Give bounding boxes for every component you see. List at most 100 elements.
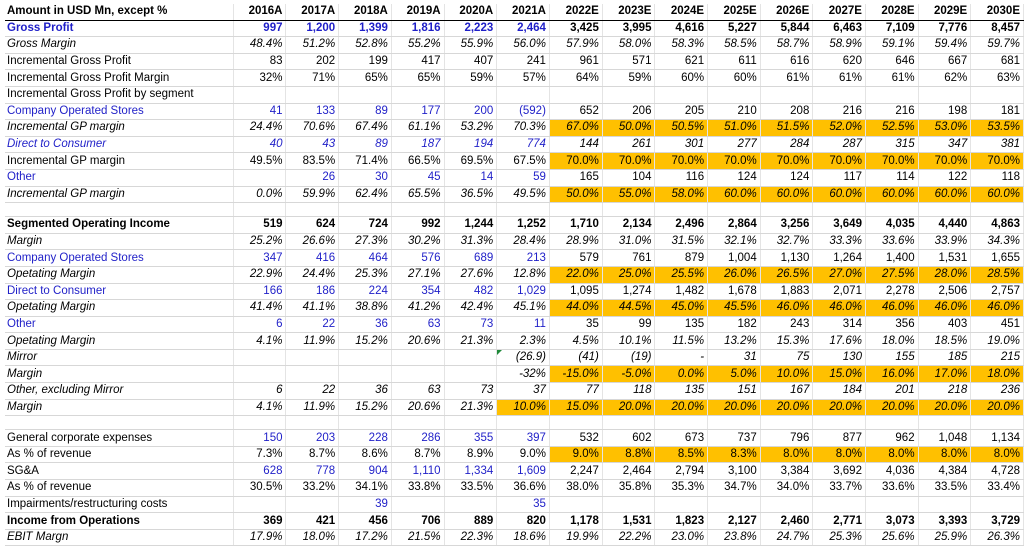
row-label[interactable]: Other (5, 169, 234, 187)
cell[interactable]: 2,464 (496, 20, 550, 38)
cell[interactable] (602, 202, 656, 218)
cell[interactable]: - (654, 349, 709, 367)
cell[interactable]: 46.0% (970, 299, 1024, 317)
cell[interactable]: 20.0% (707, 399, 761, 417)
cell[interactable]: 75 (760, 349, 814, 367)
cell[interactable]: 30 (338, 169, 392, 187)
cell[interactable]: 26 (285, 169, 340, 187)
cell[interactable]: 1,400 (865, 249, 919, 267)
cell[interactable] (707, 496, 761, 514)
cell[interactable]: 879 (654, 249, 709, 267)
cell[interactable]: 3,649 (812, 216, 866, 234)
cell[interactable]: 70.0% (970, 152, 1024, 170)
cell[interactable] (391, 415, 445, 431)
cell[interactable]: 28.0% (918, 266, 972, 284)
cell[interactable]: 737 (707, 429, 761, 447)
cell[interactable]: 4,036 (865, 462, 919, 481)
cell[interactable]: 20.0% (602, 399, 656, 417)
cell[interactable] (338, 349, 392, 367)
cell[interactable]: 30.5% (233, 479, 287, 497)
cell[interactable]: 215 (970, 349, 1024, 367)
cell[interactable]: 2,127 (707, 512, 761, 530)
cell[interactable]: 70.0% (865, 152, 919, 170)
cell[interactable]: 778 (285, 462, 340, 481)
cell[interactable]: 167 (760, 382, 814, 400)
cell[interactable]: 397 (496, 429, 550, 447)
row-label[interactable]: SG&A (5, 462, 234, 481)
cell[interactable] (865, 86, 919, 104)
cell[interactable] (285, 202, 340, 218)
cell[interactable]: 130 (812, 349, 866, 367)
cell[interactable] (654, 86, 709, 104)
cell[interactable]: 4.1% (233, 399, 287, 417)
cell[interactable] (549, 202, 603, 218)
cell[interactable]: 5,227 (707, 20, 761, 38)
cell[interactable]: 70.0% (760, 152, 814, 170)
row-label[interactable]: Direct to Consumer (5, 283, 234, 301)
cell[interactable]: 58.7% (760, 36, 814, 54)
cell[interactable]: 616 (760, 53, 814, 71)
cell[interactable]: 347 (918, 136, 972, 154)
year-header[interactable]: 2027E (812, 4, 866, 21)
cell[interactable]: 301 (654, 136, 709, 154)
cell[interactable]: 8.3% (707, 446, 761, 464)
cell[interactable]: 57% (496, 69, 550, 87)
cell[interactable]: 46.0% (865, 299, 919, 317)
cell[interactable]: 37 (496, 382, 550, 400)
cell[interactable]: 184 (812, 382, 866, 400)
cell[interactable]: 456 (338, 512, 392, 530)
cell[interactable]: 1,482 (654, 283, 709, 301)
cell[interactable]: 28.5% (970, 266, 1024, 284)
cell[interactable]: 284 (760, 136, 814, 154)
cell[interactable]: 287 (812, 136, 866, 154)
cell[interactable]: 20.0% (760, 399, 814, 417)
cell[interactable] (233, 496, 287, 514)
cell[interactable]: 243 (760, 316, 814, 334)
row-label[interactable]: Company Operated Stores (5, 103, 234, 121)
cell[interactable]: 2,794 (654, 462, 709, 481)
cell[interactable]: 7.3% (233, 446, 287, 464)
cell[interactable] (391, 86, 445, 104)
cell[interactable] (654, 415, 709, 431)
row-label[interactable]: Other, excluding Mirror (5, 382, 234, 400)
year-header[interactable]: 2022E (549, 4, 603, 21)
cell[interactable]: 2,757 (970, 283, 1024, 301)
cell[interactable]: 3,425 (549, 20, 603, 38)
cell[interactable] (444, 365, 498, 384)
cell[interactable]: 407 (444, 53, 498, 71)
cell[interactable]: 181 (970, 103, 1024, 121)
cell[interactable] (233, 202, 287, 218)
cell[interactable]: 992 (391, 216, 445, 234)
cell[interactable]: 53.0% (918, 119, 972, 137)
cell[interactable]: 205 (654, 103, 709, 121)
cell[interactable]: 667 (918, 53, 972, 71)
row-label[interactable]: Incremental GP margin (5, 152, 234, 170)
cell[interactable]: 206 (602, 103, 656, 121)
cell[interactable]: 4,035 (865, 216, 919, 234)
cell[interactable]: 1,816 (391, 20, 445, 38)
cell[interactable]: 155 (865, 349, 919, 367)
cell[interactable]: 8.9% (444, 446, 498, 464)
cell[interactable]: 2,864 (707, 216, 761, 234)
cell[interactable]: 185 (918, 349, 972, 367)
row-label[interactable]: Incremental Gross Profit Margin (5, 69, 234, 87)
cell[interactable]: 15.2% (338, 399, 392, 417)
cell[interactable]: 6,463 (812, 20, 866, 38)
cell[interactable]: 35.8% (602, 479, 656, 497)
cell[interactable]: 451 (970, 316, 1024, 334)
cell[interactable]: 52.0% (812, 119, 866, 137)
cell[interactable]: 44.5% (602, 299, 656, 317)
cell[interactable] (338, 86, 392, 104)
cell[interactable]: 8,457 (970, 20, 1024, 38)
cell[interactable]: 24.4% (233, 119, 287, 137)
cell[interactable]: 61% (812, 69, 866, 87)
cell[interactable]: 70.0% (707, 152, 761, 170)
cell[interactable]: 11.5% (654, 332, 709, 350)
row-label[interactable]: Opetating Margin (5, 266, 234, 284)
cell[interactable]: 49.5% (496, 186, 550, 204)
cell[interactable]: 28.4% (496, 233, 550, 251)
cell[interactable]: 962 (865, 429, 919, 447)
cell[interactable] (285, 415, 340, 431)
cell[interactable] (970, 496, 1024, 514)
cell[interactable]: 8.0% (918, 446, 972, 464)
